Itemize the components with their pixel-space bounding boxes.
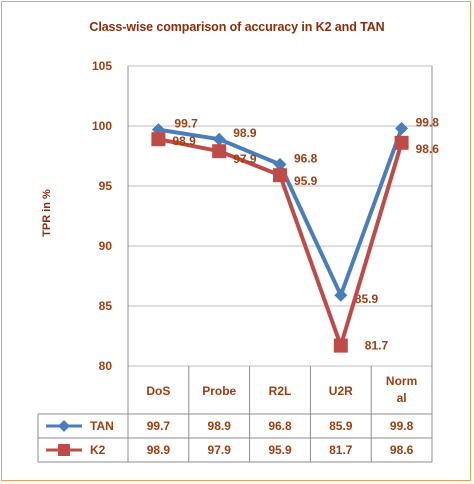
data-point-tan (334, 288, 348, 302)
data-label: 98.9 (233, 126, 257, 140)
table-cell-value: 96.8 (268, 419, 292, 433)
x-category-label: al (397, 391, 407, 405)
data-label: 97.9 (233, 152, 257, 166)
data-point-k2 (333, 338, 348, 353)
table-cell-value: 98.9 (147, 443, 171, 457)
y-tick-label: 90 (99, 239, 113, 253)
chart-title: Class-wise comparison of accuracy in K2 … (89, 20, 385, 34)
legend-marker-tan (58, 420, 70, 432)
legend-label: K2 (90, 443, 106, 457)
data-label: 99.8 (416, 115, 440, 129)
data-point-k2 (151, 132, 166, 147)
data-label: 98.6 (416, 142, 440, 156)
y-tick-label: 105 (92, 59, 112, 73)
data-label: 95.9 (294, 174, 318, 188)
data-label: 99.7 (174, 117, 198, 131)
data-label: 85.9 (355, 292, 379, 306)
table-cell-value: 98.9 (208, 419, 232, 433)
table-cell-value: 95.9 (268, 443, 292, 457)
table-cell-value: 99.7 (147, 419, 171, 433)
legend-marker-k2 (58, 444, 70, 456)
data-point-tan (212, 132, 226, 146)
data-point-tan (395, 121, 409, 135)
data-point-k2 (394, 135, 409, 150)
data-point-k2 (273, 168, 287, 183)
y-tick-label: 95 (99, 179, 113, 193)
table-cell-value: 99.8 (390, 419, 414, 433)
legend-label: TAN (90, 419, 114, 433)
table-cell-value: 81.7 (329, 443, 353, 457)
data-label: 98.9 (172, 134, 196, 148)
table-cell-value: 97.9 (208, 443, 232, 457)
y-tick-label: 85 (99, 299, 113, 313)
table-cell-value: 85.9 (329, 419, 353, 433)
x-category-label: R2L (269, 384, 292, 398)
x-category-label: U2R (329, 384, 353, 398)
y-tick-label: 100 (92, 119, 112, 133)
x-category-label: DoS (146, 384, 170, 398)
x-category-label: Norm (386, 374, 417, 388)
table-cell-value: 98.6 (390, 443, 414, 457)
data-point-tan (273, 157, 287, 171)
data-label: 81.7 (365, 339, 389, 353)
x-category-label: Probe (202, 384, 236, 398)
data-point-k2 (212, 144, 227, 159)
y-tick-label: 80 (99, 359, 113, 373)
data-label: 96.8 (294, 151, 318, 165)
